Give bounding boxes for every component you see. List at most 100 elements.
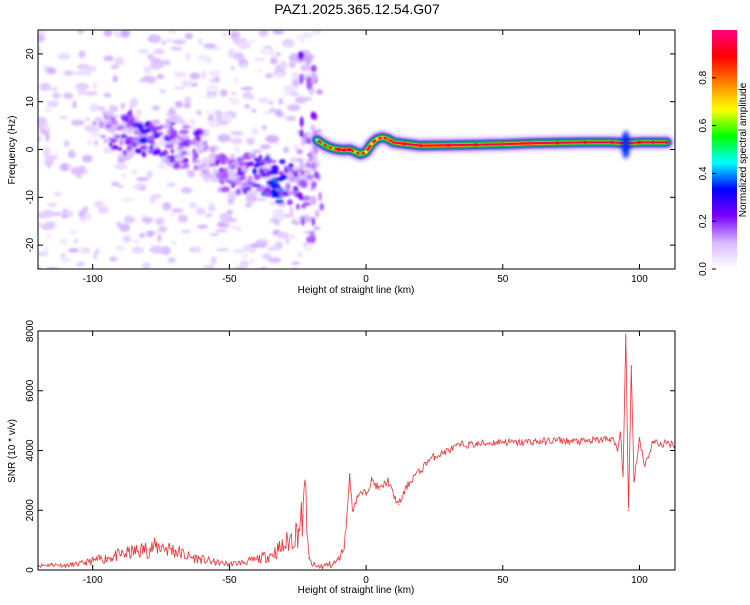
- snr-point: [597, 439, 600, 441]
- snr-point: [488, 442, 490, 444]
- cluster-blob: [140, 145, 146, 150]
- noise-blob: [84, 213, 92, 221]
- noise-blob: [59, 238, 69, 245]
- noise-blob: [268, 107, 277, 114]
- noise-blob: [278, 97, 284, 105]
- cluster-blob: [116, 125, 124, 131]
- snr-point: [414, 473, 416, 475]
- noise-blob: [169, 213, 175, 217]
- noise-blob: [114, 163, 128, 170]
- noise-blob: [219, 89, 228, 97]
- ridge-point: [320, 142, 324, 146]
- snr-point: [269, 554, 271, 556]
- cluster-blob: [247, 153, 256, 157]
- cluster-blob: [198, 173, 205, 176]
- noise-blob: [72, 100, 77, 109]
- cluster-blob: [181, 138, 186, 144]
- cluster-blob: [92, 121, 97, 126]
- snr-point: [297, 530, 299, 532]
- noise-blob: [198, 37, 203, 46]
- noise-blob: [210, 256, 217, 266]
- snr-point: [146, 548, 148, 550]
- snr-point: [105, 557, 107, 559]
- noise-blob: [300, 64, 311, 72]
- cluster-blob: [106, 126, 117, 131]
- noise-blob: [284, 40, 295, 46]
- noise-blob: [76, 261, 85, 267]
- noise-blob: [70, 166, 85, 176]
- noise-blob: [261, 253, 272, 260]
- cluster-blob: [209, 175, 219, 183]
- noise-blob: [177, 214, 188, 223]
- spectrogram-xtick-label: 100: [631, 274, 648, 285]
- snr-point: [425, 461, 427, 464]
- cluster-blob: [208, 146, 212, 150]
- noise-blob: [64, 70, 73, 76]
- cluster-blob: [289, 156, 299, 163]
- snr-xlabel: Height of straight line (km): [298, 585, 415, 596]
- noise-blob: [90, 103, 99, 113]
- noise-blob: [103, 30, 113, 37]
- cluster-blob: [135, 124, 140, 128]
- noise-blob: [249, 249, 256, 253]
- cluster-blob: [247, 161, 255, 167]
- noise-blob: [230, 137, 243, 145]
- ridge-point: [337, 147, 341, 152]
- snr-point: [543, 440, 545, 443]
- snr-point: [406, 485, 408, 487]
- noise-blob: [117, 184, 125, 189]
- cluster-blob: [277, 185, 281, 190]
- noise-blob: [38, 223, 45, 228]
- cluster-blob: [187, 171, 195, 178]
- spectrogram-ytick-label: -10: [25, 190, 36, 205]
- noise-blob: [272, 208, 286, 214]
- cluster-blob: [200, 163, 208, 168]
- noise-blob: [97, 106, 104, 110]
- noise-blob: [44, 221, 56, 230]
- ridge-point: [665, 140, 669, 144]
- streak-blob: [312, 161, 316, 169]
- cluster-blob: [152, 125, 162, 131]
- noise-blob: [123, 215, 135, 224]
- snr-point: [215, 561, 217, 564]
- noise-blob: [235, 226, 242, 232]
- cluster-blob: [270, 181, 280, 190]
- noise-blob: [285, 115, 297, 121]
- streak-blob: [314, 209, 320, 219]
- noise-blob: [66, 210, 74, 218]
- streak-blob: [311, 181, 317, 189]
- snr-point: [474, 443, 477, 446]
- noise-blob: [38, 33, 46, 43]
- noise-blob: [189, 202, 198, 209]
- cluster-blob: [228, 161, 232, 165]
- noise-blob: [256, 197, 267, 201]
- snr-point: [365, 491, 367, 493]
- cluster-blob: [151, 149, 160, 156]
- spectrogram-xtick-label: -100: [83, 274, 103, 285]
- streak-blob: [309, 124, 316, 131]
- ridge-point: [637, 140, 642, 144]
- cluster-blob: [296, 149, 303, 155]
- noise-blob: [167, 257, 176, 264]
- cluster-blob: [205, 158, 211, 164]
- noise-blob: [122, 235, 132, 244]
- noise-blob: [239, 62, 248, 69]
- noise-blob: [43, 108, 52, 112]
- noise-blob: [193, 245, 202, 254]
- noise-blob: [274, 241, 284, 250]
- noise-blob: [181, 79, 194, 87]
- spectrogram-xtick-label: 0: [363, 274, 369, 285]
- snr-ytick-label: 0: [25, 567, 36, 573]
- noise-blob: [233, 52, 245, 61]
- noise-blob: [150, 245, 164, 254]
- cluster-blob: [128, 150, 135, 158]
- noise-blob: [232, 249, 246, 254]
- snr-ylabel: SNR (10 * v/v): [7, 419, 18, 483]
- cluster-blob: [200, 143, 206, 149]
- streak-blob: [319, 202, 324, 211]
- noise-blob: [147, 34, 162, 43]
- cluster-blob: [150, 130, 154, 136]
- noise-blob: [115, 245, 126, 252]
- noise-blob: [260, 47, 273, 56]
